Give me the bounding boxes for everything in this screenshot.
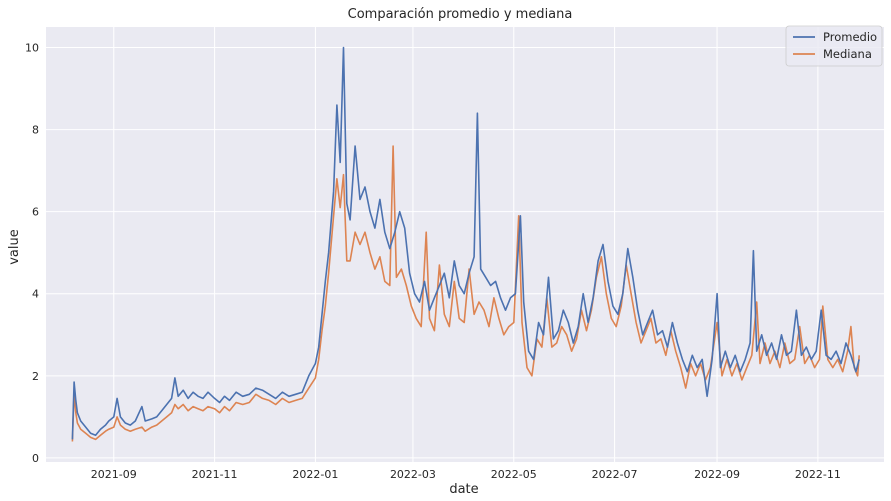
x-tick-label: 2021-09	[91, 468, 137, 481]
grid-lines	[46, 27, 884, 462]
y-tick-label: 8	[32, 124, 39, 137]
x-tick-label: 2022-03	[390, 468, 436, 481]
y-tick-label: 0	[32, 452, 39, 465]
x-axis-label: date	[449, 482, 478, 497]
tick-labels: 0 2 4 6 8 10 2021-09 2021-11 2022-01 2022-03 2022-…	[25, 42, 841, 481]
y-tick-label: 10	[25, 42, 39, 55]
series-layer	[71, 46, 860, 442]
y-tick-label: 4	[32, 288, 39, 301]
series-line-promedio	[71, 46, 860, 440]
y-tick-label: 6	[32, 206, 39, 219]
x-tick-label: 2022-09	[694, 468, 740, 481]
legend-label-promedio: Promedio	[823, 30, 877, 44]
x-tick-label: 2022-11	[795, 468, 841, 481]
legend-label-mediana: Mediana	[823, 47, 872, 61]
y-axis-label: value	[7, 229, 22, 265]
y-tick-label: 2	[32, 370, 39, 383]
chart-title: Comparación promedio y mediana	[348, 7, 573, 22]
legend-box	[785, 25, 883, 67]
plot-area	[46, 27, 884, 462]
x-tick-label: 2022-07	[592, 468, 638, 481]
x-tick-label: 2021-11	[192, 468, 238, 481]
x-tick-label: 2022-01	[292, 468, 338, 481]
series-line-mediana	[71, 145, 860, 442]
x-tick-label: 2022-05	[491, 468, 537, 481]
legend: Promedio Mediana	[785, 25, 883, 67]
